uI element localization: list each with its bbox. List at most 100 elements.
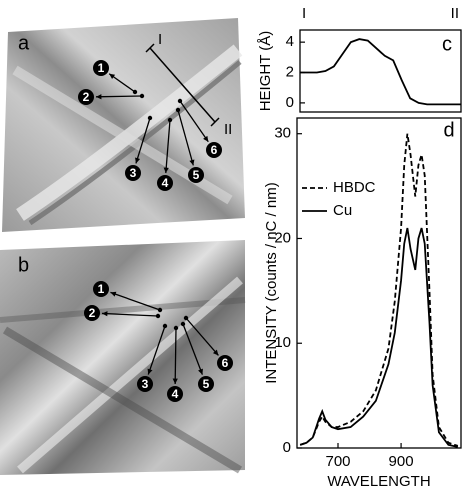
arrow (165, 119, 171, 174)
data-line (299, 133, 459, 447)
arrow-origin (155, 313, 161, 319)
y-tick-label: 0 (286, 94, 294, 111)
marker-label: 1 (98, 61, 105, 75)
marker-label: 5 (193, 168, 200, 182)
trench (2, 326, 243, 474)
data-line (300, 38, 461, 106)
ridge (17, 276, 243, 474)
marker: 5 (198, 376, 214, 392)
arrow (95, 95, 143, 98)
marker-disc (188, 167, 204, 183)
marker-label: 2 (83, 90, 90, 104)
x-end-label: II (451, 5, 459, 22)
marker-disc (217, 355, 233, 371)
y-tick-label: 30 (274, 125, 291, 142)
arrow (177, 109, 194, 166)
marker-label: 1 (98, 282, 105, 296)
marker-disc (125, 165, 141, 181)
profile-end (145, 43, 155, 53)
arrow-head (163, 167, 169, 174)
marker-disc (78, 89, 94, 105)
marker: 4 (157, 175, 173, 191)
arrow-origin (147, 115, 153, 121)
y-axis-label: INTENSITY (counts / nC / nm) (263, 182, 280, 383)
marker-disc (137, 376, 153, 392)
arrow (110, 291, 161, 311)
arrow-head (147, 368, 153, 375)
marker: 3 (125, 165, 141, 181)
x-axis-label: WAVELENGTH (327, 473, 430, 490)
plot-frame (299, 29, 462, 113)
marker: 3 (137, 376, 153, 392)
marker-disc (157, 175, 173, 191)
marker-label: 6 (211, 143, 218, 157)
arrow (185, 317, 219, 356)
molecule-row (16, 44, 243, 221)
marker: 4 (167, 386, 183, 402)
arrow-origin (132, 89, 138, 95)
arrow-head (212, 349, 219, 356)
y-tick-label: 2 (286, 63, 294, 80)
arrow-head (198, 368, 203, 375)
marker-disc (206, 142, 222, 158)
y-tick-label: 10 (274, 334, 291, 351)
marker: 5 (188, 167, 204, 183)
x-tick-label: 700 (325, 453, 350, 470)
marker-label: 2 (89, 306, 96, 320)
marker-disc (198, 376, 214, 392)
y-tick-label: 0 (283, 439, 291, 456)
arrow-origin (180, 321, 186, 327)
marker: 6 (217, 355, 233, 371)
arrow-origin (167, 117, 173, 123)
profile-start-label: I (158, 31, 162, 48)
marker: 1 (93, 60, 109, 76)
marker: 1 (93, 281, 109, 297)
arrow-origin (177, 98, 183, 104)
arrow (147, 325, 166, 375)
arrow-head (172, 378, 178, 385)
marker: 2 (84, 305, 100, 321)
arrow-origin (173, 325, 179, 331)
arrow-head (110, 291, 117, 297)
marker-label: 4 (172, 387, 179, 401)
ridge (0, 297, 246, 323)
marker-disc (167, 386, 183, 402)
panel-label: a (18, 32, 30, 54)
legend-label: HBDC (333, 179, 376, 196)
arrow (179, 100, 209, 143)
y-axis-label: HEIGHT (Å) (257, 31, 274, 112)
arrow (135, 117, 151, 164)
arrow-head (109, 73, 116, 80)
profile-end (210, 117, 220, 127)
arrow (174, 327, 177, 385)
marker-disc (93, 60, 109, 76)
panel-label: c (442, 33, 452, 55)
arrow (182, 323, 204, 375)
y-tick-label: 20 (274, 229, 291, 246)
panel-b: b (0, 240, 246, 475)
plot-frame (296, 117, 462, 449)
arrow-origin (183, 315, 189, 321)
profile-line (149, 47, 216, 123)
marker: 2 (78, 89, 94, 105)
marker-label: 6 (222, 356, 229, 370)
marker-label: 5 (203, 377, 210, 391)
arrow-head (203, 135, 209, 142)
arrow-head (101, 311, 108, 317)
arrow-origin (139, 93, 145, 99)
panel-label: d (443, 119, 454, 141)
arrow (101, 312, 159, 317)
stm-3d-image (0, 240, 245, 475)
arrow-head (135, 157, 141, 164)
data-line (299, 227, 459, 448)
arrow-origin (162, 323, 168, 329)
arrow-head (95, 94, 102, 100)
marker-disc (84, 305, 100, 321)
legend-label: Cu (333, 202, 352, 219)
marker-label: 3 (130, 166, 137, 180)
panel-a: a I II (2, 18, 245, 232)
marker-label: 3 (142, 377, 149, 391)
y-tick-label: 4 (286, 33, 294, 50)
molecule-shadow (28, 60, 242, 226)
